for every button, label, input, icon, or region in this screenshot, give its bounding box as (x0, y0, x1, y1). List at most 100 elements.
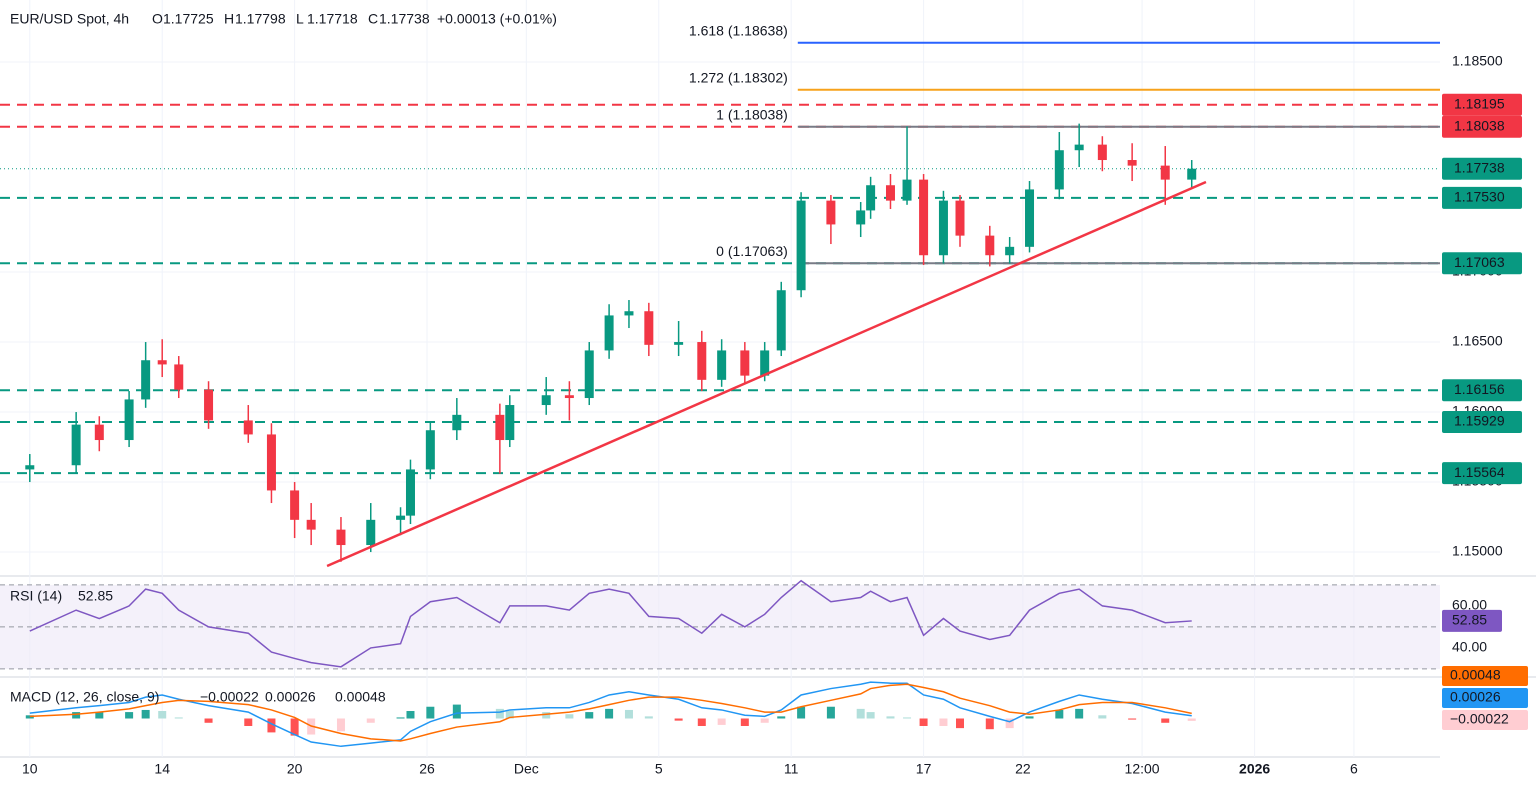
macd-histogram-bar (1128, 718, 1137, 720)
x-tick-label: 11 (784, 761, 799, 777)
chart-title: EUR/USD Spot, 4h (10, 11, 129, 27)
macd-histogram-bar (125, 712, 134, 719)
candle-body (856, 210, 866, 225)
candle-body (452, 414, 462, 431)
macd-histogram-bar (939, 718, 948, 726)
candle-body (826, 200, 836, 225)
candle-body (1005, 246, 1015, 256)
price-label: 1.17530 (1454, 189, 1505, 205)
candle-body (366, 519, 376, 546)
macd-histogram-bar (1187, 718, 1196, 721)
candle-body (290, 490, 300, 520)
candle-body (306, 519, 316, 530)
trendline (326, 180, 1207, 568)
ohlc-name: H (224, 11, 234, 27)
candle-body (919, 179, 929, 256)
price-label-bg (1442, 462, 1522, 485)
macd-histogram-bar (95, 712, 104, 719)
macd-label-bg (1442, 688, 1528, 708)
x-tick-label: 22 (1015, 761, 1031, 777)
rsi-line (29, 579, 1192, 668)
x-tick-label: 20 (287, 761, 303, 777)
candle-body (1025, 189, 1035, 247)
rsi-label: 52.85 (1452, 612, 1487, 628)
price-label: 1.17738 (1454, 159, 1505, 175)
candle-body (985, 235, 995, 256)
price-label-bg (1442, 115, 1522, 138)
x-tick-label: 10 (22, 761, 38, 777)
fib-label: 0 (1.17063) (716, 243, 788, 259)
candle-body (405, 469, 415, 516)
rsi-title: RSI (14) (10, 588, 62, 604)
candle-body (204, 389, 214, 421)
x-tick-label: Dec (514, 761, 539, 777)
macd-histogram-bar (605, 708, 614, 719)
macd-histogram-bar (267, 718, 276, 733)
candle-body (902, 179, 912, 201)
x-tick-label: 17 (916, 761, 932, 777)
y-tick-label: 60.00 (1452, 597, 1487, 613)
x-tick-label: 5 (655, 761, 663, 777)
macd-histogram-bar (452, 704, 461, 719)
ohlc-name: C (368, 11, 378, 27)
macd-histogram-bar (856, 708, 865, 719)
macd-line (29, 683, 1192, 742)
ohlc-value: 1.17725 (163, 11, 214, 27)
y-tick-label: 1.16500 (1452, 333, 1503, 349)
candle-body (1054, 150, 1064, 190)
macd-histogram-bar (777, 716, 786, 719)
macd-histogram-bar (1025, 716, 1034, 719)
macd-histogram-bar (674, 718, 683, 721)
candle-body (674, 342, 684, 345)
macd-label: −0.00022 (1450, 711, 1509, 727)
macd-value: −0.00022 (200, 689, 259, 705)
price-label: 1.17063 (1454, 254, 1505, 270)
x-tick-label: 26 (419, 761, 435, 777)
ohlc-name: L (296, 11, 304, 27)
candle-body (141, 360, 151, 400)
macd-histogram-bar (624, 709, 633, 719)
candle-body (94, 424, 104, 441)
macd-histogram-bar (919, 718, 928, 726)
candle-body (584, 350, 594, 399)
candle-body (866, 185, 876, 211)
candle-body (157, 360, 167, 365)
macd-histogram-bar (644, 716, 653, 719)
macd-histogram-bar (866, 712, 875, 719)
ohlc-name: O (152, 11, 163, 27)
macd-histogram-bar (174, 717, 183, 719)
macd-histogram-bar (585, 712, 594, 719)
candle-body (624, 311, 634, 316)
macd-histogram-bar (72, 712, 81, 719)
candle-body (396, 515, 406, 520)
macd-histogram-bar (985, 718, 994, 730)
macd-value: 0.00048 (335, 689, 386, 705)
price-label-bg (1442, 186, 1522, 209)
macd-histogram-bar (396, 717, 405, 719)
price-label: 1.18195 (1454, 95, 1505, 111)
y-tick-label: 40.00 (1452, 639, 1487, 655)
macd-histogram-bar (903, 717, 912, 719)
candle-body (505, 405, 515, 441)
candle-body (174, 364, 184, 390)
candle-body (740, 350, 750, 376)
y-tick-label: 1.15000 (1452, 543, 1503, 559)
price-label-bg (1442, 410, 1522, 433)
price-label: 1.18038 (1454, 117, 1505, 133)
candle-body (495, 414, 505, 441)
candle-body (776, 290, 786, 351)
fib-label: 1.618 (1.18638) (689, 22, 788, 38)
candle-body (697, 342, 707, 380)
candle-body (25, 465, 35, 470)
x-tick-label: 6 (1350, 761, 1358, 777)
price-label: 1.16156 (1454, 381, 1505, 397)
candle-body (885, 185, 895, 201)
macd-line (29, 681, 1192, 748)
x-tick-label: 14 (154, 761, 170, 777)
macd-histogram-bar (141, 709, 150, 719)
candle-body (425, 430, 435, 470)
ohlc-value: 1.17738 (379, 11, 430, 27)
macd-label-bg (1442, 710, 1528, 730)
rsi-label-bg (1442, 609, 1502, 632)
